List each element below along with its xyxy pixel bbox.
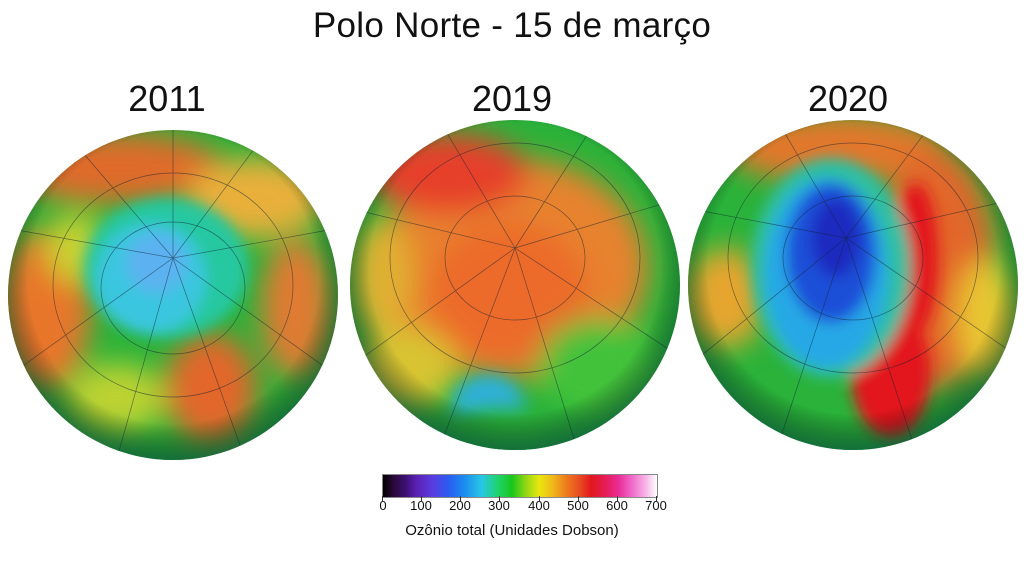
colorbar-label: Ozônio total (Unidades Dobson) <box>405 522 619 539</box>
colorbar-tick-labels: 0 100 200 300 400 500 600 700 <box>0 498 1024 516</box>
tick-label: 200 <box>449 498 471 513</box>
panel-year-2019: 2019 <box>471 78 553 119</box>
colorbar <box>382 474 658 498</box>
colorbar-ticks <box>382 496 657 501</box>
tick-label: 400 <box>528 498 550 513</box>
tick-label: 0 <box>379 498 387 513</box>
tick-label: 600 <box>606 498 628 513</box>
globe-2011 <box>8 130 338 460</box>
tick-label: 700 <box>645 498 667 513</box>
panel-year-2011: 2011 <box>128 78 206 119</box>
tick-label: 300 <box>488 498 510 513</box>
tick-label: 500 <box>567 498 589 513</box>
globe-2020 <box>688 120 1018 450</box>
panel-year-2020: 2020 <box>807 78 889 119</box>
globe-2019 <box>350 120 680 450</box>
figure-title: Polo Norte - 15 de março <box>312 6 712 45</box>
tick-label: 100 <box>410 498 432 513</box>
